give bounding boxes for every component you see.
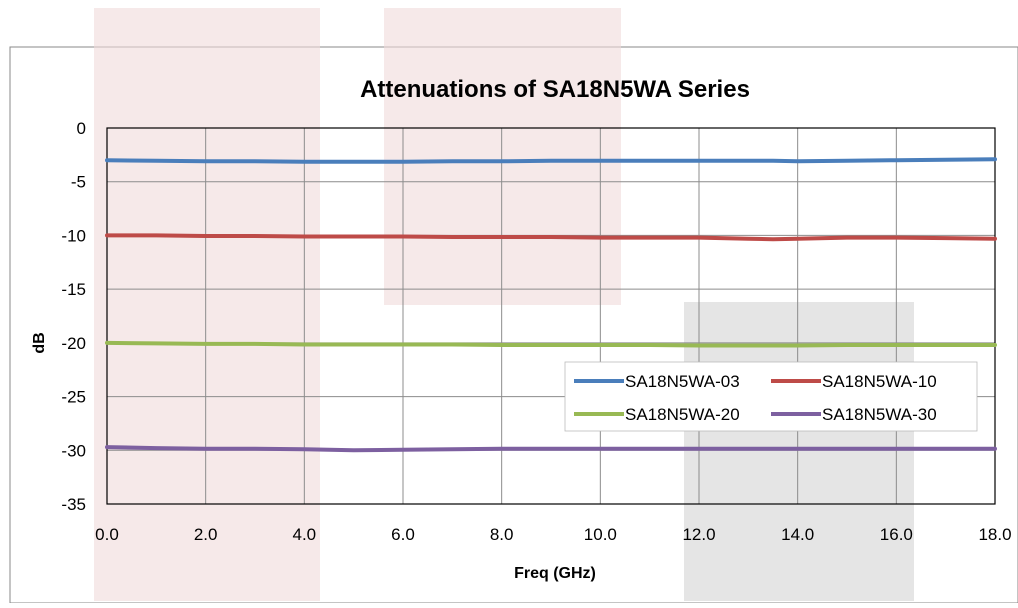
y-tick-label: -10 — [61, 226, 86, 245]
x-tick-label: 14.0 — [781, 525, 814, 544]
plot-area-border — [106, 127, 996, 505]
x-tick-label: 18.0 — [978, 525, 1011, 544]
x-tick-label: 2.0 — [194, 525, 218, 544]
y-axis-label: dB — [31, 332, 48, 353]
legend-label: SA18N5WA-20 — [625, 405, 740, 424]
x-tick-label: 0.0 — [95, 525, 119, 544]
legend-label: SA18N5WA-03 — [625, 372, 740, 391]
series-lines — [105, 157, 997, 453]
series-line-sa18n5wa-20 — [105, 340, 997, 348]
legend-label: SA18N5WA-30 — [822, 405, 937, 424]
x-axis-label: Freq (GHz) — [514, 565, 596, 582]
y-tick-label: -30 — [61, 441, 86, 460]
series-line-sa18n5wa-03 — [105, 157, 997, 164]
legend-item: SA18N5WA-03 — [574, 372, 740, 391]
x-tick-label: 6.0 — [391, 525, 415, 544]
x-tick-label: 10.0 — [584, 525, 617, 544]
x-tick-label: 8.0 — [490, 525, 514, 544]
watermark-blocks — [94, 8, 914, 601]
legend: SA18N5WA-03 SA18N5WA-10 SA18N5WA-20 SA18N5W… — [564, 361, 978, 432]
legend-item: SA18N5WA-20 — [574, 405, 740, 424]
x-tick-label: 16.0 — [880, 525, 913, 544]
watermark-block — [94, 8, 320, 601]
y-tick-label: -5 — [71, 173, 86, 192]
x-axis-ticks: 0.0 2.0 4.0 6.0 8.0 10.0 12.0 14.0 16.0 18.0 — [95, 525, 1011, 544]
series-line-sa18n5wa-30 — [105, 445, 997, 453]
legend-item: SA18N5WA-10 — [771, 372, 937, 391]
watermark-block — [684, 302, 914, 601]
y-tick-label: -15 — [61, 280, 86, 299]
y-tick-label: -20 — [61, 334, 86, 353]
y-axis-ticks: 0 -5 -10 -15 -20 -25 -30 -35 — [61, 119, 86, 514]
legend-item: SA18N5WA-30 — [771, 405, 937, 424]
chart-title: Attenuations of SA18N5WA Series — [360, 76, 750, 103]
series-line-sa18n5wa-10 — [105, 233, 997, 242]
legend-box — [564, 361, 978, 432]
y-tick-label: -25 — [61, 388, 86, 407]
x-tick-label: 4.0 — [293, 525, 317, 544]
y-tick-label: 0 — [77, 119, 86, 138]
legend-label: SA18N5WA-10 — [822, 372, 937, 391]
y-tick-label: -35 — [61, 495, 86, 514]
watermark-block — [384, 8, 621, 305]
x-tick-label: 12.0 — [682, 525, 715, 544]
